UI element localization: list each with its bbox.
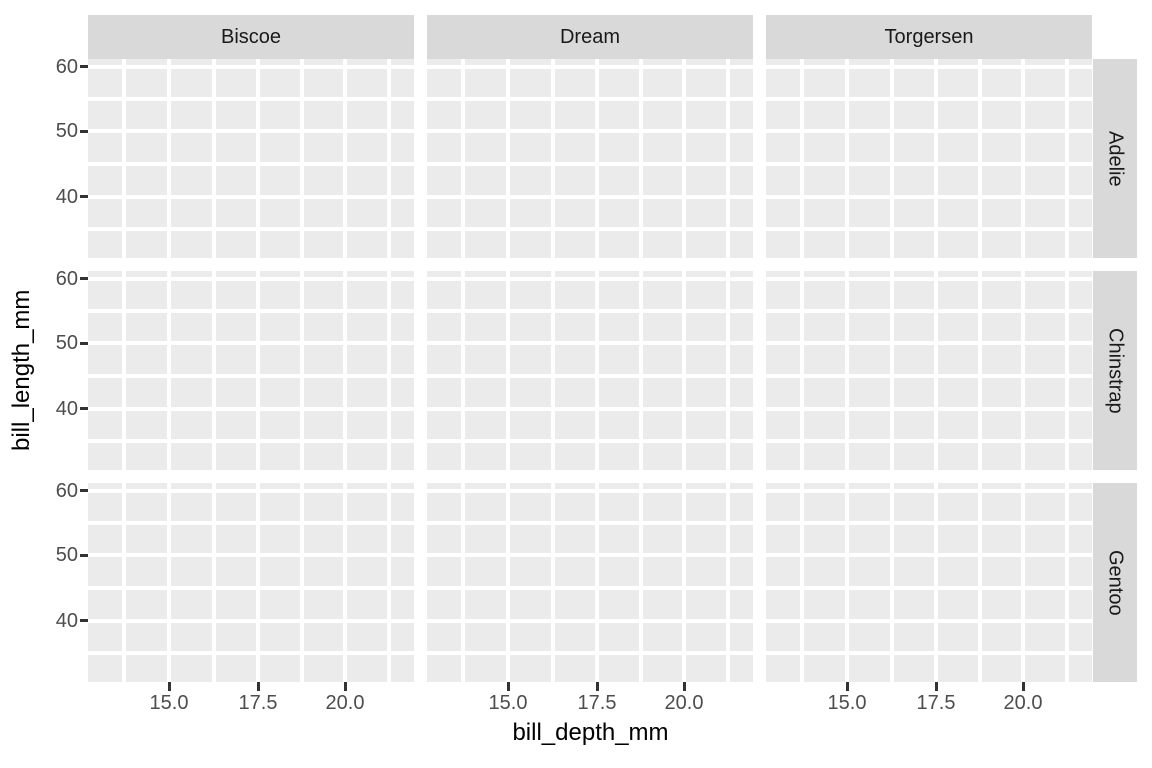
y-tick-mark xyxy=(80,619,88,622)
facet-col-strip-dream: Dream xyxy=(427,15,753,59)
panel-chinstrap-biscoe xyxy=(88,271,414,470)
y-tick-mark xyxy=(80,277,88,280)
panel-chinstrap-dream xyxy=(427,271,753,470)
y-tick-mark xyxy=(80,195,88,198)
facet-col-strip-biscoe: Biscoe xyxy=(88,15,414,59)
panel-gentoo-torgersen xyxy=(766,483,1092,682)
y-tick-mark xyxy=(80,342,88,345)
x-tick-label: 15.0 xyxy=(488,692,528,714)
y-tick-label: 40 xyxy=(55,610,78,632)
y-tick-label: 40 xyxy=(55,186,78,208)
facet-col-strip-torgersen: Torgersen xyxy=(766,15,1092,59)
y-tick-mark xyxy=(80,65,88,68)
x-tick-label: 17.5 xyxy=(577,692,617,714)
facet-row-strip-gentoo: Gentoo xyxy=(1093,483,1137,682)
x-tick-mark xyxy=(507,682,510,691)
panel-adelie-torgersen xyxy=(766,59,1092,258)
x-tick-mark xyxy=(683,682,686,691)
x-tick-mark xyxy=(846,682,849,691)
panel-adelie-dream xyxy=(427,59,753,258)
x-tick-mark xyxy=(257,682,260,691)
x-tick-label: 17.5 xyxy=(238,692,278,714)
x-axis-title: bill_depth_mm xyxy=(512,719,669,746)
x-tick-mark xyxy=(935,682,938,691)
y-tick-label: 60 xyxy=(55,480,78,502)
x-tick-label: 15.0 xyxy=(149,692,189,714)
x-tick-mark xyxy=(344,682,347,691)
x-tick-mark xyxy=(168,682,171,691)
y-tick-mark xyxy=(80,130,88,133)
y-tick-mark xyxy=(80,554,88,557)
y-tick-label: 50 xyxy=(55,332,78,354)
panel-adelie-biscoe xyxy=(88,59,414,258)
x-tick-mark xyxy=(596,682,599,691)
y-tick-label: 40 xyxy=(55,398,78,420)
y-tick-label: 60 xyxy=(55,56,78,78)
y-tick-label: 60 xyxy=(55,268,78,290)
x-tick-label: 20.0 xyxy=(664,692,704,714)
x-tick-label: 15.0 xyxy=(827,692,867,714)
y-tick-label: 50 xyxy=(55,120,78,142)
x-tick-label: 17.5 xyxy=(916,692,956,714)
panel-gentoo-biscoe xyxy=(88,483,414,682)
panel-chinstrap-torgersen xyxy=(766,271,1092,470)
y-axis-title: bill_length_mm xyxy=(8,289,35,452)
panel-gentoo-dream xyxy=(427,483,753,682)
y-tick-label: 50 xyxy=(55,544,78,566)
x-tick-label: 20.0 xyxy=(1003,692,1043,714)
y-tick-mark xyxy=(80,489,88,492)
facet-row-strip-adelie: Adelie xyxy=(1093,59,1137,258)
x-tick-label: 20.0 xyxy=(325,692,365,714)
facet-row-strip-chinstrap: Chinstrap xyxy=(1093,271,1137,470)
x-tick-mark xyxy=(1022,682,1025,691)
y-tick-mark xyxy=(80,407,88,410)
